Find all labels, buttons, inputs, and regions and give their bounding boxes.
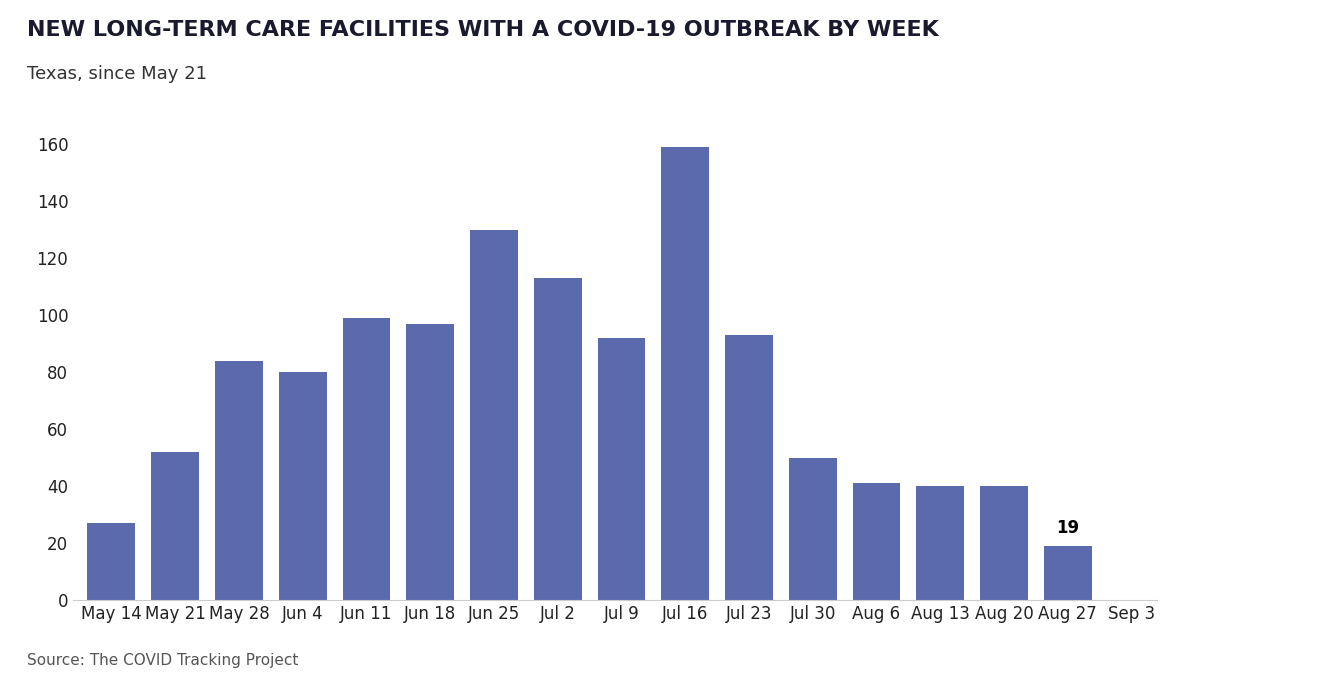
Bar <box>980 486 1028 600</box>
Bar <box>533 278 581 600</box>
Bar <box>1044 546 1092 600</box>
Bar <box>279 372 327 600</box>
Text: Source: The COVID Tracking Project: Source: The COVID Tracking Project <box>27 653 298 668</box>
Bar <box>469 230 517 600</box>
Bar <box>215 361 263 600</box>
Bar <box>406 324 454 600</box>
Text: 19: 19 <box>1056 520 1080 537</box>
Bar <box>725 336 773 600</box>
Bar <box>597 338 645 600</box>
Bar <box>853 484 900 600</box>
Bar <box>916 486 964 600</box>
Bar <box>152 452 200 600</box>
Text: NEW LONG-TERM CARE FACILITIES WITH A COVID-19 OUTBREAK BY WEEK: NEW LONG-TERM CARE FACILITIES WITH A COV… <box>27 20 939 40</box>
Bar <box>343 318 391 600</box>
Bar <box>789 458 837 600</box>
Bar <box>661 147 709 600</box>
Bar <box>88 523 136 600</box>
Text: Texas, since May 21: Texas, since May 21 <box>27 65 206 83</box>
